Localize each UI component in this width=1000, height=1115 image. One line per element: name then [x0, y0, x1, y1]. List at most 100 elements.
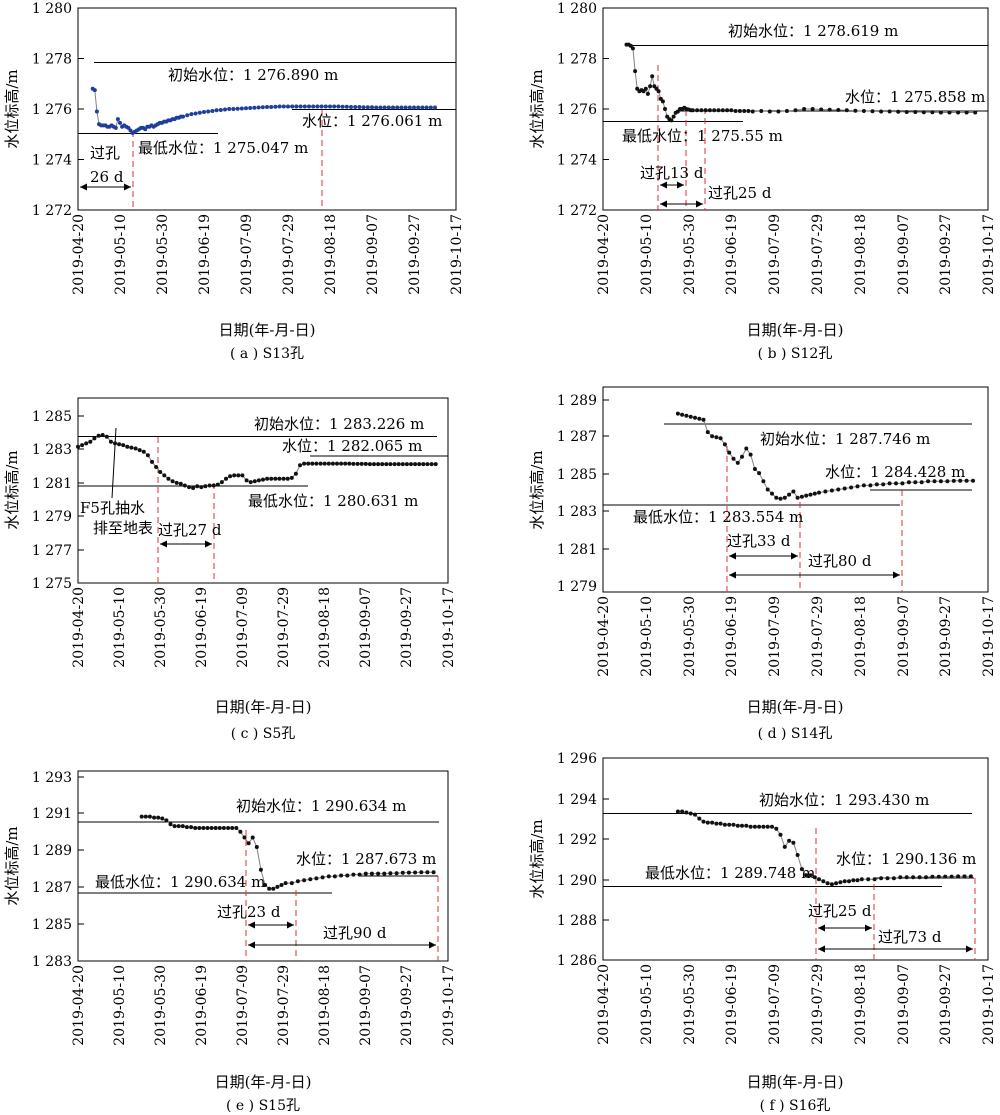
panel-e-xtick-9: 2019-10-17 [441, 965, 457, 1046]
panel-e-point [326, 874, 331, 879]
panel-b-point [643, 86, 648, 91]
panel-b-point [733, 109, 738, 113]
panel-b-point [896, 109, 901, 114]
panel-c-point [178, 481, 183, 486]
panel-d-point [926, 479, 931, 484]
panel-a-point [189, 112, 194, 117]
panel-b-point [650, 74, 655, 79]
panel-b-point [956, 110, 961, 115]
panel-e-point [357, 872, 362, 877]
panel-f-point [765, 824, 770, 829]
panel-e-point [345, 873, 350, 878]
panel-a-point [231, 107, 236, 111]
panel-f-point [735, 823, 740, 828]
panel-f-point [782, 844, 787, 849]
panel-f-point [817, 877, 821, 882]
panel-d-xtick-9: 2019-10-17 [981, 596, 997, 677]
panel-d-point [688, 414, 693, 419]
panel-e-point [250, 835, 255, 840]
panel-c-point [211, 483, 216, 488]
panel-a-xtick-1: 2019-05-10 [113, 214, 129, 295]
panel-e-xtick-8: 2019-09-27 [399, 965, 415, 1046]
panel-a-point [382, 105, 387, 110]
panel-a-point [235, 106, 240, 111]
panel-b-point [707, 108, 712, 113]
panel-d-point [836, 487, 841, 492]
panel-d-point [855, 484, 860, 489]
panel-a-caption: ( a ) S13孔 [230, 346, 304, 362]
panel-d-point [735, 460, 740, 465]
panel-e-ytick-4: 1 291 [32, 806, 72, 822]
panel-c-xtick-3: 2019-06-19 [194, 587, 210, 668]
panel-a-point [260, 105, 265, 110]
panel-d-point [774, 495, 779, 500]
panel-a-point [344, 104, 349, 109]
panel-f-point [842, 879, 847, 884]
panel-a-point [391, 105, 395, 110]
panel-f-point [787, 838, 792, 843]
panel-f-point [722, 822, 727, 827]
panel-e-duration-label-1: 过孔23 d [217, 903, 281, 921]
panel-f-caption: ( f ) S16孔 [760, 1098, 831, 1114]
panel-c-point [433, 462, 438, 467]
panel-e-point [184, 825, 189, 830]
panel-a-point [386, 105, 391, 110]
panel-c-lowest-label: 最低水位：1 280.631 m [248, 492, 418, 510]
panel-f-xtick-7: 2019-09-07 [896, 964, 912, 1045]
panel-d-series-line [677, 413, 973, 500]
panel-a-point [323, 104, 328, 109]
panel-e-point [267, 886, 272, 891]
panel-f-point [693, 812, 697, 817]
panel-a-ytick-0: 1 272 [32, 203, 72, 219]
panel-e-point [156, 815, 161, 820]
panel-a-point [244, 106, 248, 111]
panel-c-point [154, 465, 159, 469]
panel-c-point [141, 449, 146, 454]
panel-b-point [645, 91, 650, 96]
panel-a-point [433, 105, 437, 110]
panel-d-point [881, 482, 886, 487]
panel-c-ytick-5: 1 285 [32, 409, 72, 425]
panel-c-point [351, 461, 356, 466]
panel-d-point [791, 489, 796, 494]
panel-c-xtick-8: 2019-09-27 [399, 587, 415, 668]
panel-a-point [118, 120, 122, 125]
panel-b-point [660, 99, 665, 104]
panel-b-point [690, 108, 695, 113]
panel-c-point [100, 433, 105, 437]
panel-e-lowest-label: 最低水位：1 290.634 m [95, 873, 265, 891]
panel-f-point [744, 823, 749, 828]
panel-a-xtick-7: 2019-09-07 [365, 214, 381, 295]
panel-c-point [195, 484, 200, 489]
panel-f-initial-label: 初始水位：1 293.430 m [759, 791, 929, 809]
panel-c-point [388, 462, 393, 467]
panel-d-xtick-4: 2019-07-09 [767, 596, 783, 677]
panel-a-point [269, 105, 274, 109]
panel-d-xtick-0: 2019-04-20 [596, 596, 612, 677]
panel-a-point [210, 109, 215, 113]
panel-c-point [363, 461, 368, 466]
panel-c-ylabel: 水位标高/m [3, 450, 21, 529]
panel-c-point [88, 439, 93, 444]
panel-c-point [413, 462, 418, 467]
panel-c-point [191, 486, 196, 490]
panel-c-point [273, 476, 278, 481]
panel-e-point [400, 870, 405, 875]
panel-e-xtick-7: 2019-09-07 [358, 965, 374, 1046]
panel-f-point [710, 820, 715, 825]
panel-e-point [351, 872, 356, 877]
panel-e: 1 283 1 285 1 287 1 289 1 291 1 293 2019… [3, 770, 457, 1114]
panel-f-point [956, 874, 961, 879]
panel-d-point [958, 478, 963, 483]
panel-c-point [252, 479, 257, 484]
panel-d-point [913, 480, 918, 485]
panel-b-point [720, 108, 725, 113]
panel-e-point [419, 870, 424, 875]
panel-f-point [727, 822, 732, 827]
panel-c-point [417, 462, 422, 467]
panel-e-xtick-4: 2019-07-09 [235, 965, 251, 1046]
panel-a-series [90, 86, 437, 135]
panel-e-point [289, 881, 294, 886]
panel-f-point [804, 873, 809, 878]
panel-a-point [193, 111, 198, 116]
